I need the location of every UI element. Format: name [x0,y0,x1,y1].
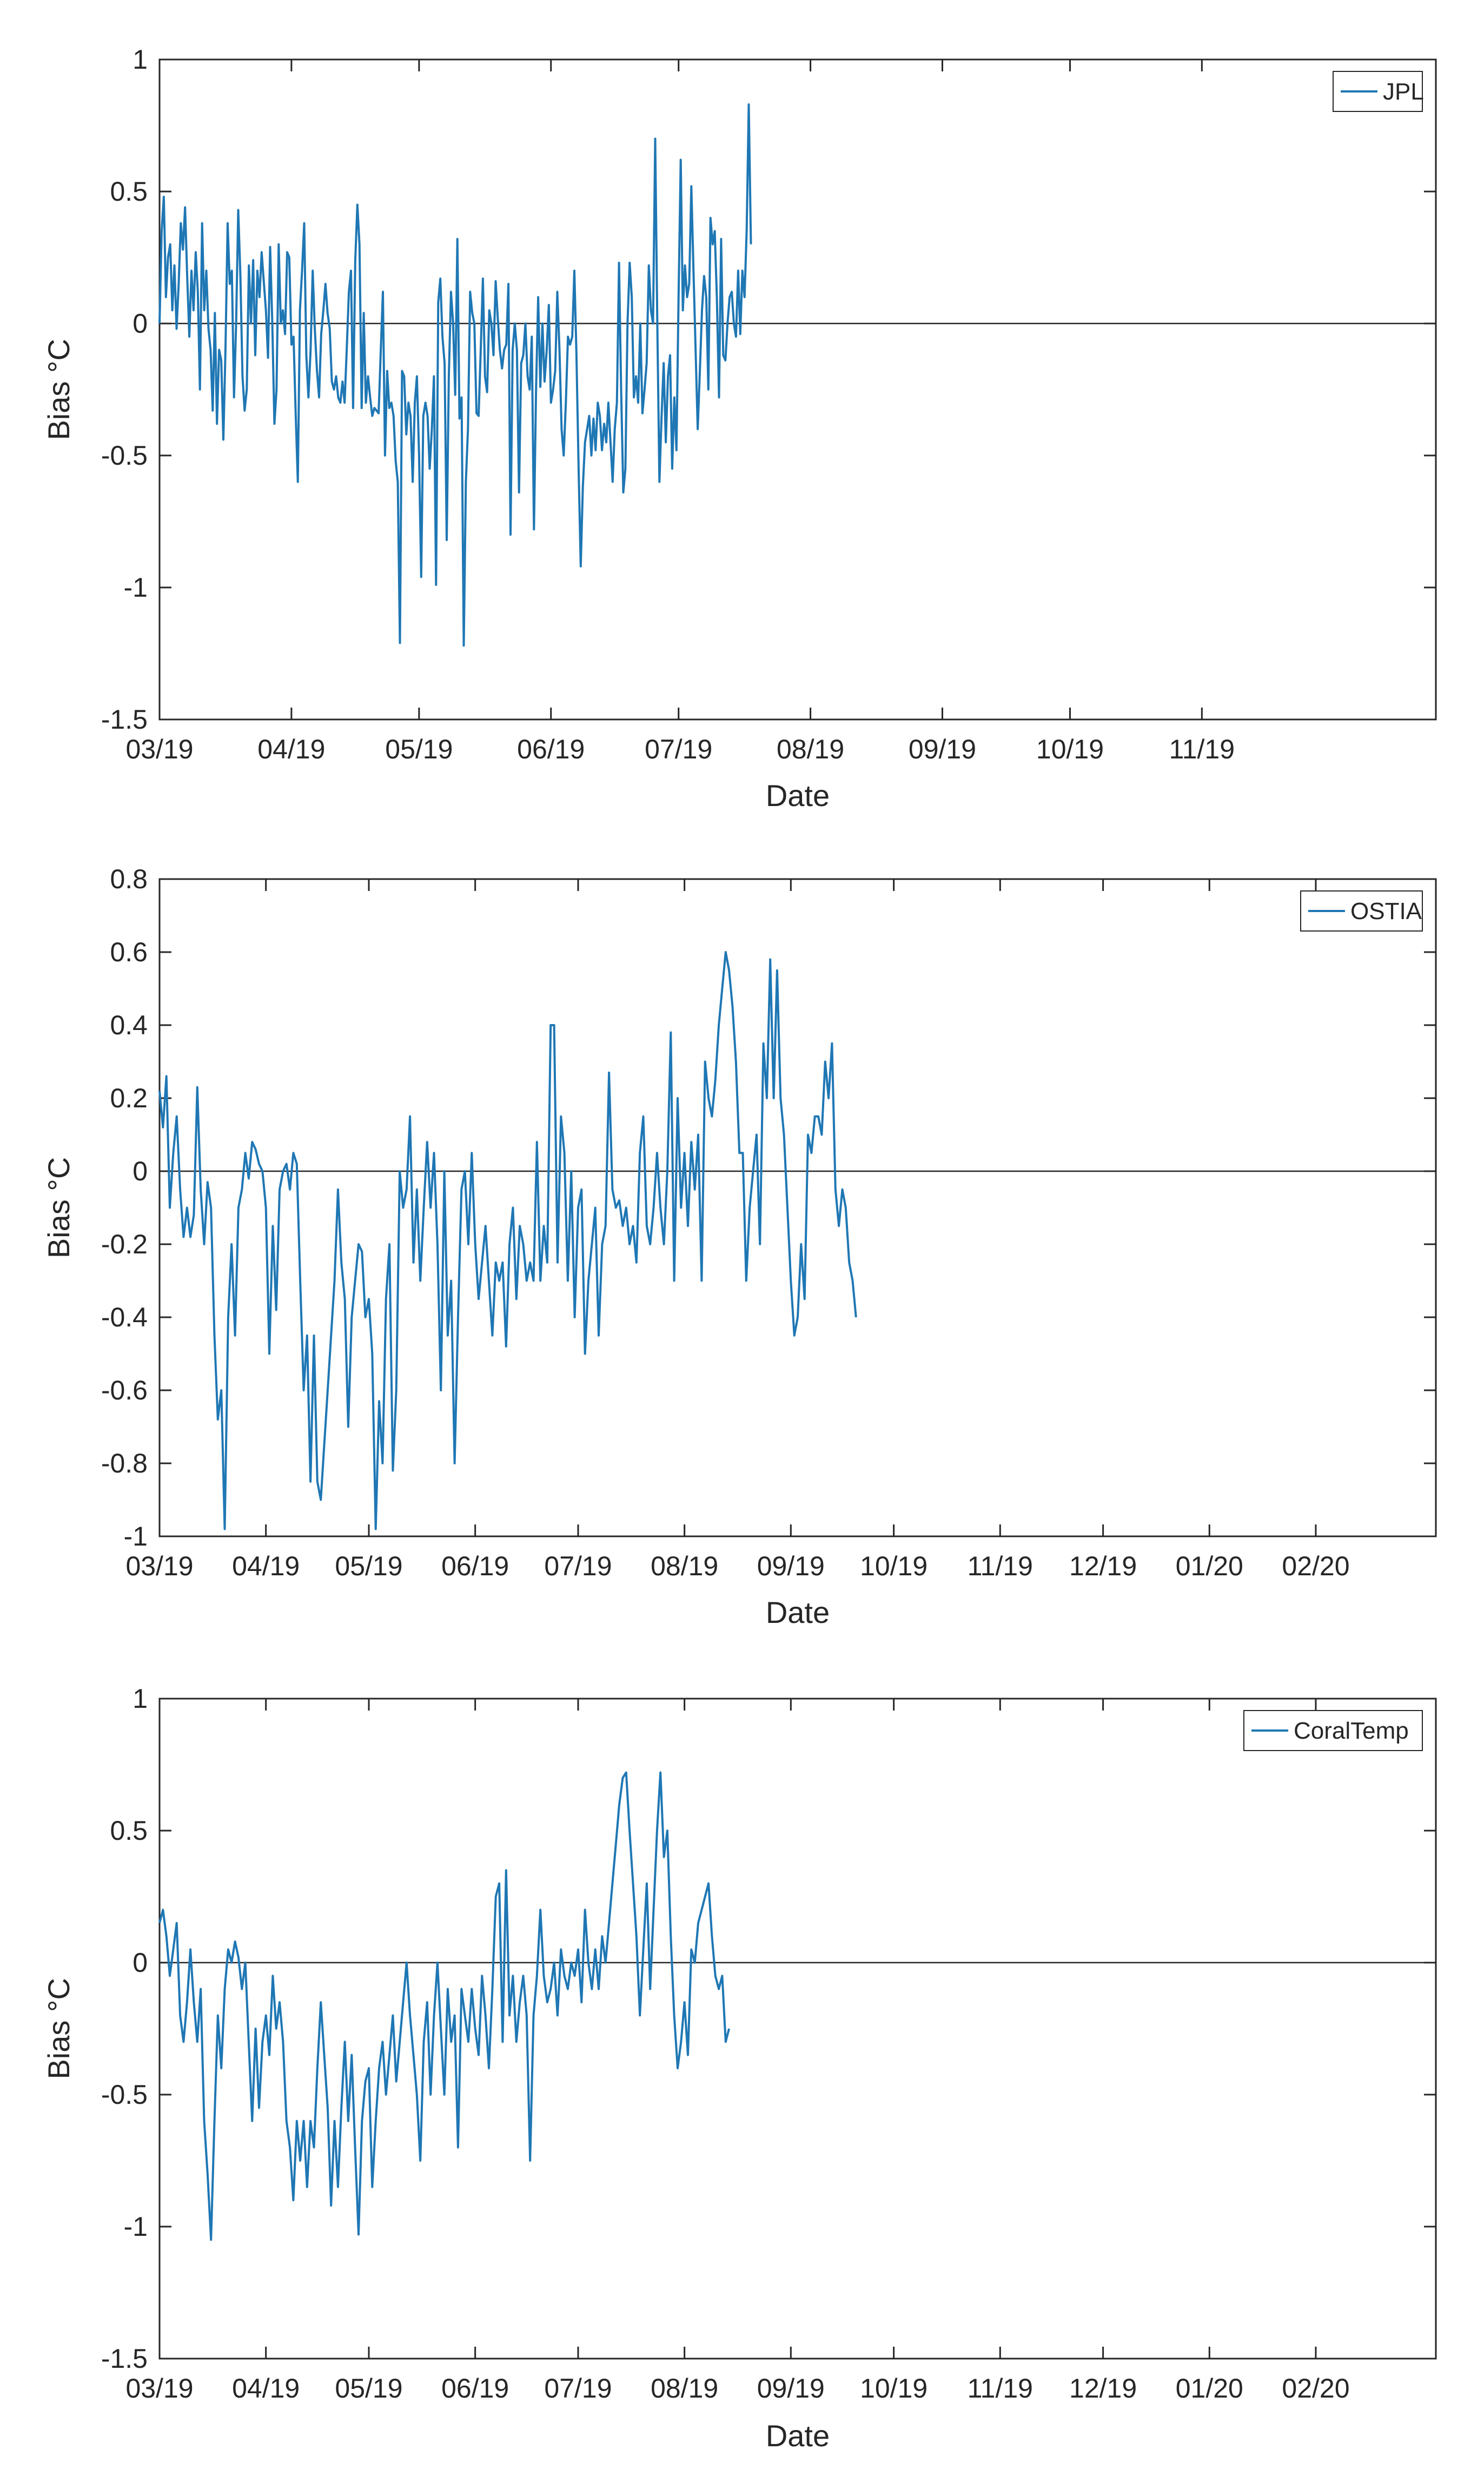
chart-panel-coraltemp: -1.5 -1 -0.5 0 0.5 1 03/19 04/19 05/19 06/19 07/19… [42,1683,1437,2453]
y-axis-label: Bias °C [42,339,76,440]
x-axis-label: Date [766,2419,830,2453]
x-tick-label: 07/19 [544,2373,612,2404]
y-tick-label: 0 [132,1156,148,1186]
x-tick-label: 09/19 [909,734,976,764]
x-tick-label: 04/19 [257,734,325,764]
series-line-coraltemp [158,1771,731,2241]
x-tick-label: 08/19 [651,2373,718,2404]
x-tick-label: 12/19 [1069,2373,1137,2404]
y-tick-label: 1 [132,1683,148,1714]
legend-label: CoralTemp [1294,1718,1409,1744]
y-tick-label: -1 [124,572,148,603]
x-tick-label: 12/19 [1069,1551,1137,1581]
chart-panel-ostia: -1 -0.8 -0.6 -0.4 -0.2 0 0.2 0.4 0.6 0.8 03/19 04/1… [42,864,1437,1629]
x-tick-label: 09/19 [757,2373,825,2404]
y-tick-label: -0.5 [101,2079,148,2110]
x-tick-label: 11/19 [1169,734,1235,764]
x-tick-label: 08/19 [651,1551,718,1581]
y-tick-label: -1.5 [101,2343,148,2374]
axes-box [158,878,1437,1537]
x-tick-label: 07/19 [544,1551,612,1581]
x-tick-label: 04/19 [232,1551,300,1581]
x-axis-label: Date [766,1595,830,1629]
y-tick-label: -1 [124,2211,148,2242]
y-tick-label: 0.2 [110,1083,148,1113]
axes-box [158,1698,1437,2360]
x-tick-label: 03/19 [125,1551,193,1581]
legend-label: OSTIA [1350,898,1422,925]
x-tick-label: 01/20 [1176,2373,1243,2404]
y-tick-label: 0.5 [110,176,148,207]
x-tick-label: 11/19 [968,2373,1033,2404]
x-tick-label: 06/19 [441,1551,509,1581]
chart-panel-jpl: -1.5 -1 -0.5 0 0.5 1 03/19 04/19 05/19 06/19 07/19… [42,44,1437,813]
series-line-jpl [158,103,752,647]
y-tick-label: -0.8 [101,1448,148,1478]
y-tick-label: 0 [132,1947,148,1978]
y-tick-label: -1.5 [101,704,148,735]
series-line-ostia [158,951,857,1530]
x-tick-label: 10/19 [860,1551,928,1581]
y-tick-label: -0.6 [101,1375,148,1405]
x-tick-label: 07/19 [645,734,712,764]
y-axis-label: Bias °C [42,1157,76,1258]
x-tick-label: 01/20 [1176,1551,1243,1581]
x-tick-label: 06/19 [517,734,585,764]
x-tick-label: 05/19 [385,734,453,764]
x-tick-label: 06/19 [441,2373,509,2404]
y-tick-label: 0.8 [110,864,148,894]
x-tick-label: 05/19 [335,2373,402,2404]
x-tick-label: 03/19 [125,734,193,764]
x-tick-label: 04/19 [232,2373,300,2404]
x-tick-label: 11/19 [968,1551,1033,1581]
x-tick-label: 03/19 [125,2373,193,2404]
axes-box [158,58,1437,721]
y-tick-label: -0.2 [101,1229,148,1259]
y-tick-label: 0.4 [110,1010,148,1040]
x-tick-label: 05/19 [335,1551,402,1581]
x-tick-label: 08/19 [777,734,844,764]
y-tick-label: -0.4 [101,1302,148,1332]
y-tick-label: -0.5 [101,440,148,471]
x-tick-label: 02/20 [1282,2373,1349,2404]
y-axis-label: Bias °C [42,1978,76,2079]
x-tick-label: 02/20 [1282,1551,1349,1581]
x-tick-label: 09/19 [757,1551,825,1581]
y-tick-label: 0.5 [110,1815,148,1846]
y-tick-label: -1 [124,1521,148,1551]
x-tick-label: 10/19 [860,2373,928,2404]
x-tick-label: 10/19 [1036,734,1104,764]
y-tick-label: 0.6 [110,937,148,967]
legend-label: JPL [1383,78,1424,105]
y-tick-label: 1 [132,44,148,75]
x-axis-label: Date [766,778,830,813]
y-tick-label: 0 [132,308,148,339]
